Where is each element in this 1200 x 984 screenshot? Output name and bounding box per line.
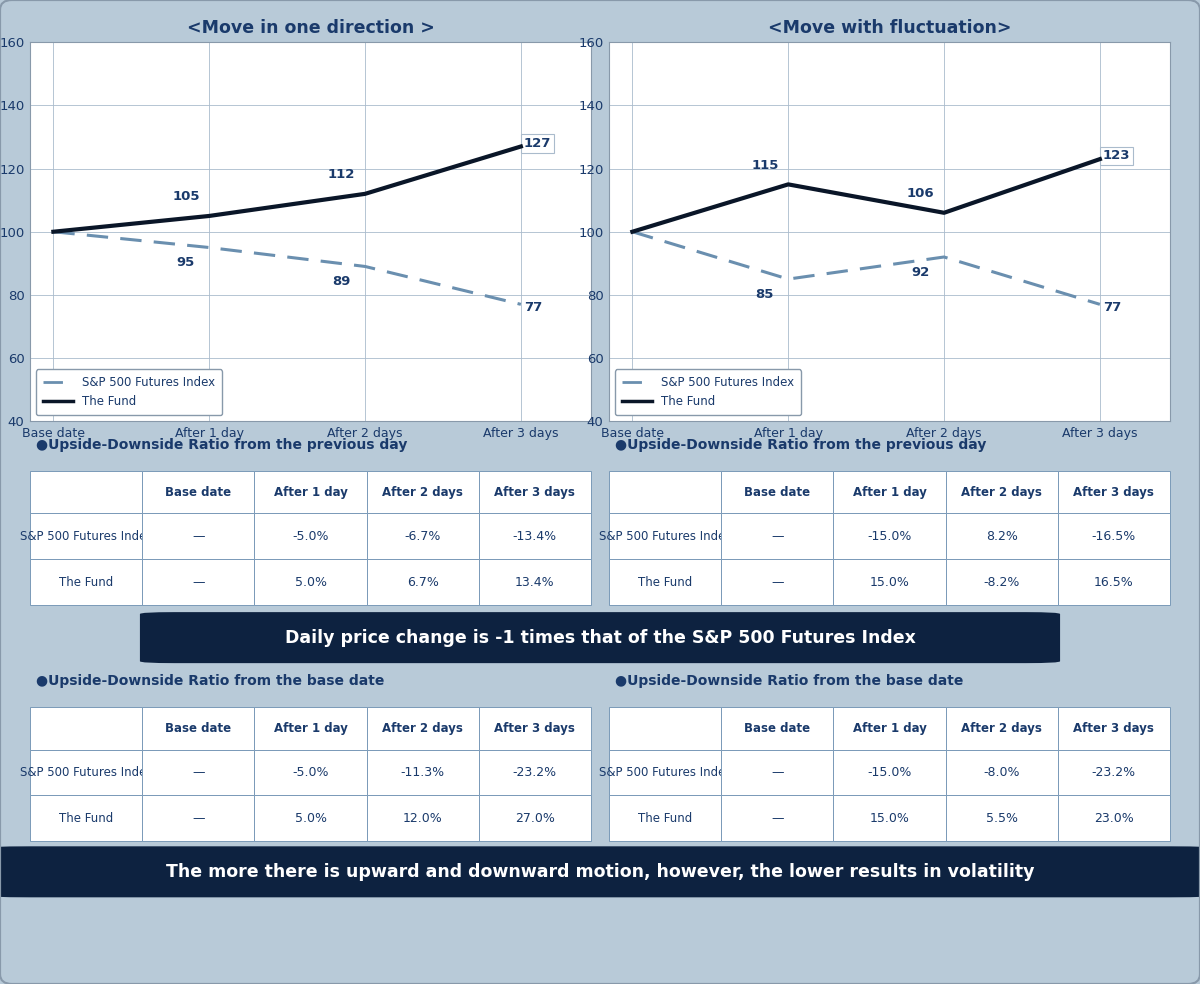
Text: 106: 106: [907, 187, 935, 200]
FancyBboxPatch shape: [0, 846, 1200, 897]
Text: 115: 115: [751, 158, 779, 171]
Title: <Move with fluctuation>: <Move with fluctuation>: [768, 19, 1012, 36]
Text: ●Upside-Downside Ratio from the base date: ●Upside-Downside Ratio from the base dat…: [36, 674, 384, 688]
Text: 105: 105: [172, 190, 199, 203]
Text: ●Upside-Downside Ratio from the base date: ●Upside-Downside Ratio from the base dat…: [614, 674, 962, 688]
Text: 89: 89: [332, 276, 350, 288]
Text: ●Upside-Downside Ratio from the previous day: ●Upside-Downside Ratio from the previous…: [614, 438, 986, 452]
Text: 77: 77: [1103, 301, 1121, 314]
Text: 77: 77: [524, 301, 542, 314]
Text: 92: 92: [912, 266, 930, 278]
FancyBboxPatch shape: [140, 612, 1060, 663]
Title: <Move in one direction >: <Move in one direction >: [186, 19, 434, 36]
Text: 112: 112: [328, 168, 355, 181]
Text: 123: 123: [1103, 150, 1130, 162]
Text: The more there is upward and downward motion, however, the lower results in vola: The more there is upward and downward mo…: [166, 863, 1034, 881]
Text: ●Upside-Downside Ratio from the previous day: ●Upside-Downside Ratio from the previous…: [36, 438, 407, 452]
Legend: S&P 500 Futures Index, The Fund: S&P 500 Futures Index, The Fund: [614, 369, 802, 415]
Text: 127: 127: [524, 137, 551, 150]
Legend: S&P 500 Futures Index, The Fund: S&P 500 Futures Index, The Fund: [36, 369, 222, 415]
Text: 85: 85: [756, 288, 774, 301]
Text: 95: 95: [176, 257, 194, 270]
Text: Daily price change is -1 times that of the S&P 500 Futures Index: Daily price change is -1 times that of t…: [284, 629, 916, 646]
